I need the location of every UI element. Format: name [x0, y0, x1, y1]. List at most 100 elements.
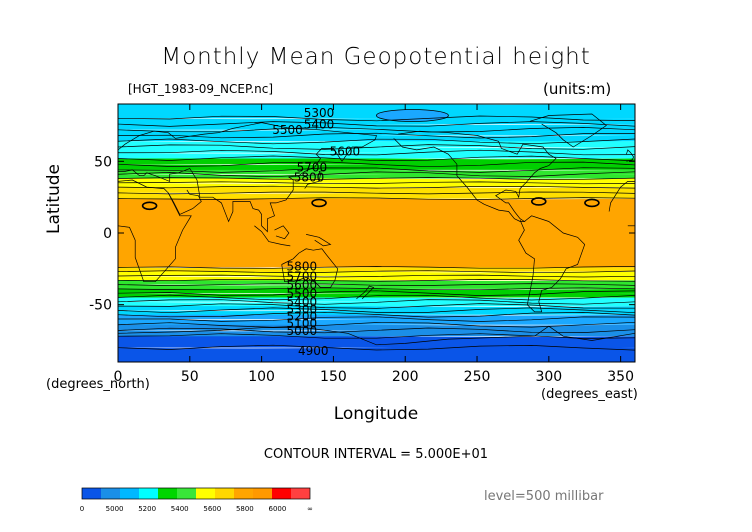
contour-line	[118, 294, 635, 301]
coastline	[626, 149, 635, 162]
coastline	[167, 189, 202, 215]
contour-line	[118, 155, 635, 162]
x-tick-label: 350	[607, 369, 634, 385]
coastline	[306, 234, 332, 247]
y-tick-label: -50	[89, 298, 112, 314]
contour-label: 5400	[304, 117, 335, 131]
colorbar-label: 5000	[106, 505, 124, 513]
height-band	[118, 163, 635, 170]
colorbar-label: 5600	[203, 505, 221, 513]
x-tick-label: 0	[114, 369, 123, 385]
height-band	[118, 134, 635, 142]
coastline	[393, 130, 557, 222]
contour-line	[118, 303, 635, 309]
high-center-contour	[530, 197, 547, 206]
height-band	[118, 177, 635, 183]
coastline	[118, 179, 192, 283]
contour-line	[118, 161, 635, 168]
contour-line	[118, 181, 635, 185]
y-tick-label: 50	[94, 154, 112, 170]
x-tick-label: 250	[464, 369, 491, 385]
contour-label: 5500	[287, 287, 318, 301]
contour-line	[118, 167, 635, 173]
height-band	[118, 182, 635, 188]
colorbar-label: 0	[80, 505, 84, 513]
contour-label: 4900	[298, 344, 329, 358]
contour-line	[118, 138, 635, 145]
coastline	[281, 248, 339, 288]
coastline	[254, 225, 291, 247]
x-tick-label: 100	[248, 369, 275, 385]
height-band	[118, 186, 635, 193]
contour-line	[118, 270, 635, 274]
height-band	[118, 346, 635, 362]
contour-labels: 5300540055005600570058005800570056005500…	[272, 106, 360, 358]
contour-label: 5200	[287, 309, 318, 323]
y-tick-label: 0	[103, 226, 112, 242]
colorbar-label: ∞	[307, 505, 313, 513]
height-band	[118, 305, 635, 311]
coastline	[518, 215, 586, 313]
coastline	[118, 325, 635, 346]
x-tick-label: 50	[181, 369, 199, 385]
height-band	[118, 123, 635, 130]
colorbar-swatch	[158, 488, 177, 499]
height-band	[118, 335, 635, 348]
contour-line	[118, 333, 635, 339]
colorbar-swatch	[215, 488, 234, 499]
height-band	[118, 104, 635, 119]
colorbar-label: 5800	[236, 505, 254, 513]
colorbar-label: 5200	[138, 505, 156, 513]
height-band	[118, 283, 635, 289]
height-band	[118, 329, 635, 337]
height-band	[118, 301, 635, 307]
contour-label: 5300	[304, 106, 335, 120]
contour-lines	[118, 115, 635, 351]
units-label: (units:m)	[543, 80, 612, 98]
contour-line	[118, 327, 635, 334]
height-band	[118, 323, 635, 331]
colorbar-swatch	[234, 488, 253, 499]
colorbar-swatch	[291, 488, 310, 499]
height-band	[118, 292, 635, 298]
coastline	[530, 113, 607, 148]
contour-label: 5300	[287, 302, 318, 316]
contour-line	[118, 177, 635, 180]
high-center-contour	[584, 198, 600, 208]
chart-title: Monthly Mean Geopotential height	[161, 44, 591, 70]
high-center-contour	[311, 198, 327, 208]
contour-label: 5500	[272, 123, 303, 137]
polar-low-center	[376, 109, 449, 122]
contour-label: 5700	[287, 269, 318, 283]
filled-bands	[118, 104, 635, 362]
height-band	[118, 275, 635, 281]
colorbar-swatch	[196, 488, 215, 499]
contour-line	[118, 299, 635, 305]
contour-label: 5800	[287, 259, 318, 273]
contour-line	[118, 149, 635, 156]
x-tick-label: 200	[392, 369, 419, 385]
colorbar-swatch	[139, 488, 158, 499]
contour-line	[118, 121, 635, 127]
contour-interval-text: CONTOUR INTERVAL = 5.000E+01	[263, 447, 489, 462]
colorbar-swatch	[272, 488, 291, 499]
colorbar-swatch	[177, 488, 196, 499]
coastline	[274, 225, 290, 240]
x-axis-unit: (degrees_east)	[541, 387, 638, 402]
contour-line	[118, 279, 635, 282]
coastline	[608, 181, 635, 212]
contour-line	[118, 283, 635, 286]
contour-label: 5100	[287, 317, 318, 331]
contour-label: 5600	[287, 278, 318, 292]
contour-line	[118, 266, 635, 269]
colorbar-label: 6000	[269, 505, 287, 513]
contour-line	[118, 185, 635, 189]
height-band	[118, 192, 635, 199]
contour-line	[118, 197, 635, 200]
height-band	[118, 197, 635, 268]
colorbar: 0 5000 5200 5400 5600 5800 6000 ∞	[80, 487, 313, 513]
contour-line	[118, 274, 635, 278]
contour-line	[118, 191, 635, 195]
contour-line	[118, 316, 635, 322]
